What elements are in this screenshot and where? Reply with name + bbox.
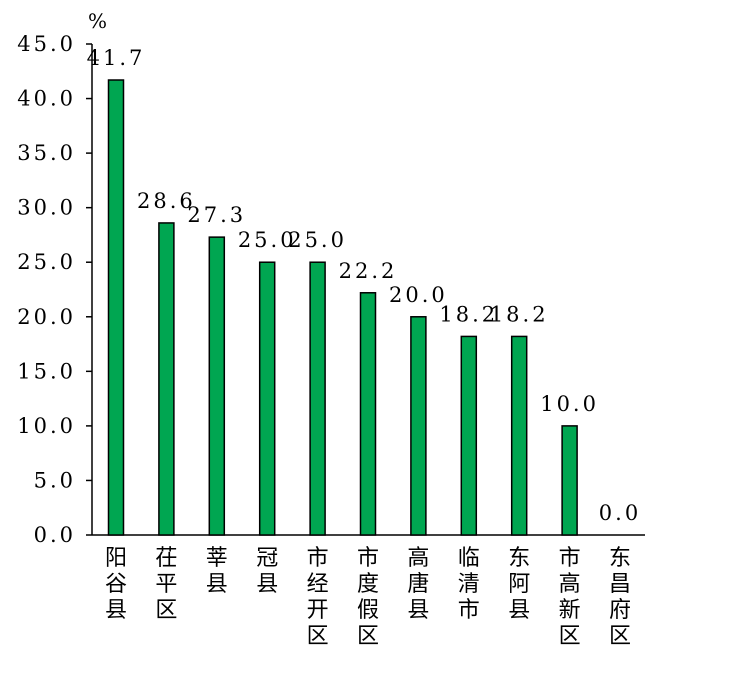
data-label: 25.0	[288, 228, 347, 252]
category-label: 临清市	[458, 546, 480, 623]
category-label: 东阿县	[508, 546, 530, 623]
y-tick-label: 35.0	[17, 141, 76, 165]
data-label: 18.2	[439, 302, 498, 326]
y-tick-label: 40.0	[17, 87, 76, 111]
bar	[410, 316, 427, 536]
bar	[359, 292, 377, 536]
y-tick-label: 0.0	[34, 523, 76, 547]
data-label: 22.2	[339, 259, 398, 283]
data-labels: 41.728.627.325.025.022.220.018.218.210.0…	[87, 46, 641, 525]
category-label: 市高新区	[559, 546, 581, 649]
y-tick-label: 5.0	[34, 468, 76, 492]
data-label: 10.0	[540, 392, 599, 416]
data-label: 41.7	[87, 46, 146, 70]
y-axis-unit-label: %	[88, 9, 107, 33]
data-label: 25.0	[238, 228, 297, 252]
y-tick-label: 20.0	[17, 305, 76, 329]
data-label: 18.2	[490, 302, 549, 326]
category-label: 茌平区	[155, 546, 177, 623]
bar	[561, 425, 578, 536]
category-label: 市度假区	[357, 546, 379, 649]
y-tick-label: 25.0	[17, 250, 76, 274]
y-tick-label: 10.0	[17, 414, 76, 438]
data-label: 27.3	[187, 203, 246, 227]
y-axis-ticks: 0.0 5.0 10.0 15.0 20.0 25.0 30.0 35.0 40.0 45.0	[17, 32, 92, 547]
bar	[158, 222, 175, 536]
category-label: 冠县	[256, 546, 278, 597]
y-tick-label: 45.0	[17, 32, 76, 56]
bar	[309, 261, 326, 536]
category-label: 莘县	[206, 546, 228, 597]
data-label: 28.6	[137, 189, 196, 213]
category-label: 阳谷县	[105, 546, 127, 623]
category-label: 市经开区	[307, 546, 329, 649]
bar	[510, 335, 528, 536]
bar	[258, 261, 276, 536]
data-label: 20.0	[389, 283, 448, 307]
data-label: 0.0	[599, 501, 641, 525]
category-label: 高唐县	[407, 546, 429, 623]
bar	[460, 335, 478, 536]
y-tick-label: 15.0	[17, 359, 76, 383]
category-label: 东昌府区	[609, 546, 631, 649]
bar	[208, 236, 226, 536]
y-tick-label: 30.0	[17, 196, 76, 220]
bars	[107, 79, 578, 536]
bar	[107, 79, 125, 536]
